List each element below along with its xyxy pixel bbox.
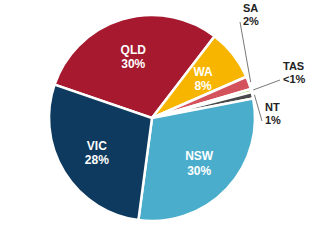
value-label: <1% — [283, 73, 306, 85]
pie — [49, 15, 255, 221]
slice-label: QLD30% — [121, 42, 147, 70]
value-label: 30% — [187, 164, 211, 178]
value-label: 8% — [194, 79, 212, 93]
category-label: TAS — [283, 60, 304, 72]
category-label: NSW — [185, 149, 214, 163]
category-label: NT — [265, 101, 280, 113]
category-label: SA — [243, 2, 258, 14]
slice-label: TAS<1% — [283, 60, 306, 85]
slice-label: VIC28% — [85, 139, 109, 167]
value-label: 2% — [243, 15, 259, 27]
category-label: WA — [193, 65, 213, 79]
slice-label: NSW30% — [185, 149, 214, 177]
slice-label: SA2% — [243, 2, 259, 27]
value-label: 30% — [121, 57, 145, 71]
slice — [49, 85, 152, 220]
value-label: 28% — [85, 153, 109, 167]
labels: QLD30%WA8%SA2%TAS<1%NT1%NSW30%VIC28% — [85, 2, 306, 178]
slice-label: WA8% — [193, 65, 213, 93]
slice-label: NT1% — [265, 101, 281, 126]
category-label: VIC — [87, 139, 107, 153]
leader-line — [254, 95, 262, 121]
leader-line — [240, 22, 251, 82]
slice — [138, 98, 255, 221]
leader-line — [253, 80, 280, 90]
category-label: QLD — [121, 42, 147, 56]
value-label: 1% — [265, 114, 281, 126]
chart: QLD30%WA8%SA2%TAS<1%NT1%NSW30%VIC28% — [0, 0, 313, 231]
